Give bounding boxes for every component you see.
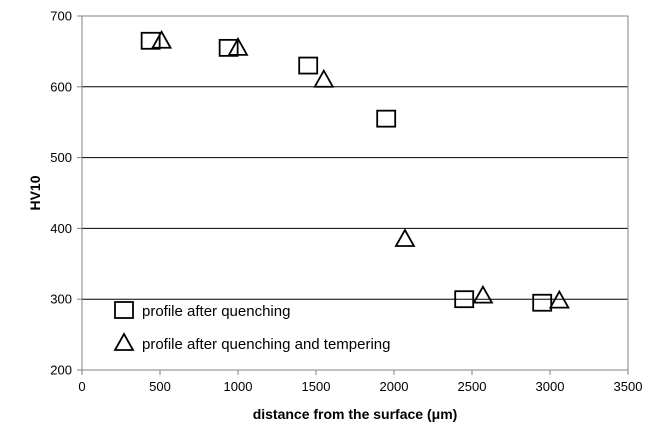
x-tick-label: 3500 — [614, 379, 643, 394]
y-tick-label: 200 — [50, 363, 72, 378]
y-tick-label: 300 — [50, 292, 72, 307]
y-axis: 200 300 400 500 600 700 — [50, 9, 82, 378]
x-axis: 0 500 1000 1500 2000 2500 3000 3500 — [78, 370, 642, 394]
data-point-triangle — [472, 284, 494, 304]
data-point-triangle — [151, 29, 173, 49]
x-tick-label: 1000 — [224, 379, 253, 394]
legend-marker-triangle — [113, 332, 135, 351]
data-point-square — [218, 38, 239, 57]
legend-marker-square — [114, 301, 134, 319]
data-point-triangle — [227, 37, 249, 56]
y-tick-label: 700 — [50, 9, 72, 24]
data-point-square — [532, 293, 553, 312]
plot-frame — [81, 15, 629, 371]
x-tick-label: 3000 — [536, 379, 565, 394]
x-tick-label: 1500 — [302, 379, 331, 394]
data-point-triangle — [548, 289, 570, 309]
data-point-triangle — [394, 228, 416, 247]
data-point-square — [454, 290, 475, 309]
y-tick-label: 500 — [50, 150, 72, 165]
legend-label-quenching: profile after quenching — [142, 303, 290, 320]
data-point-square — [376, 109, 397, 128]
x-tick-label: 2500 — [458, 379, 487, 394]
data-points — [140, 29, 570, 312]
x-tick-label: 500 — [149, 379, 171, 394]
y-tick-label: 400 — [50, 221, 72, 236]
legend-square-icon — [114, 301, 134, 319]
x-tick-label: 0 — [78, 379, 85, 394]
gridlines — [82, 86, 628, 300]
x-axis-title: distance from the surface (μm) — [253, 406, 458, 422]
y-axis-title: HV10 — [27, 175, 43, 210]
x-tick-label: 2000 — [380, 379, 409, 394]
data-point-square — [140, 31, 161, 50]
y-tick-label: 600 — [50, 79, 72, 94]
data-point-triangle — [313, 68, 335, 88]
legend-label-quenching-tempering: profile after quenching and tempering — [142, 336, 391, 353]
data-point-square — [298, 56, 319, 75]
legend-triangle-icon — [113, 332, 135, 351]
legend: profile after quenching profile after qu… — [113, 301, 391, 353]
